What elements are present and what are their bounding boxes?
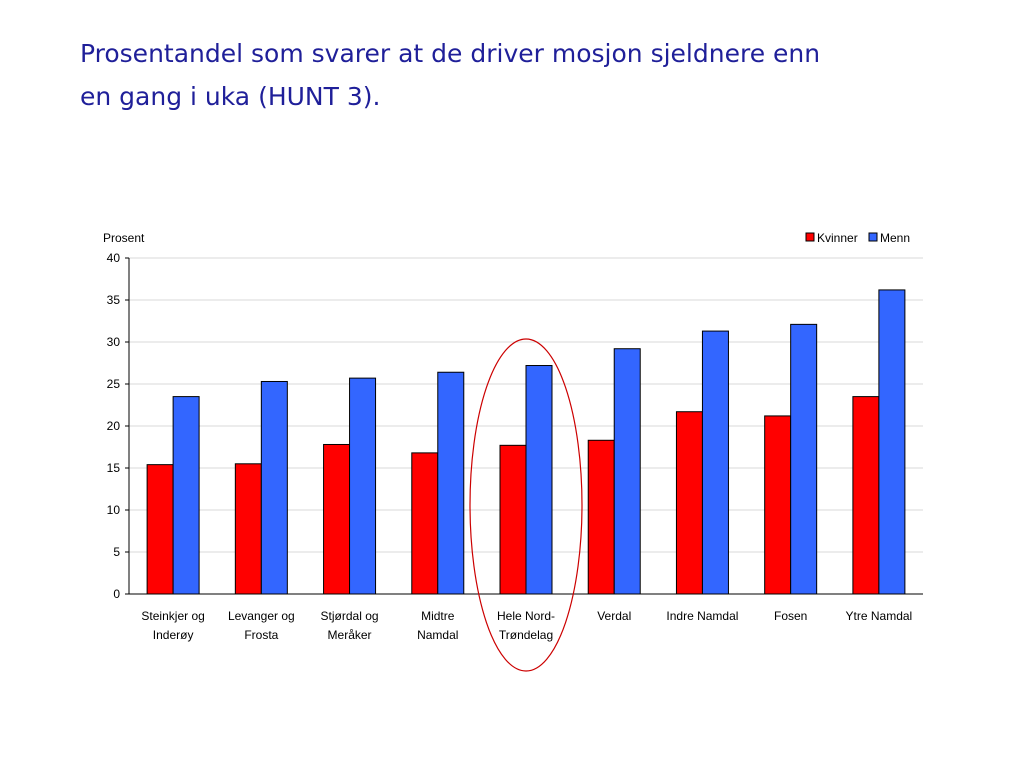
x-tick-label-line: Hele Nord- (497, 609, 555, 623)
x-tick-labels: Steinkjer og Inderøy Levanger og Frosta Stjø… (141, 609, 912, 642)
x-tick-label-line: Midtre (421, 609, 455, 623)
y-tick-labels: 0 5 10 15 20 25 30 35 40 (107, 251, 121, 601)
x-tick-label-line: Verdal (597, 609, 631, 623)
bar-menn (349, 377, 377, 595)
legend-label-kvinner: Kvinner (817, 231, 858, 245)
bar-kvinner (146, 464, 174, 595)
x-tick-label: Hele Nord- Trøndelag (497, 609, 555, 642)
bar-menn (260, 380, 288, 595)
x-tick-label-line: Indre Namdal (666, 609, 738, 623)
x-tick-label-line: Ytre Namdal (846, 609, 913, 623)
legend-label-menn: Menn (880, 231, 910, 245)
bar-menn (172, 396, 200, 595)
slide-title: Prosentandel som svarer at de driver mos… (80, 32, 960, 118)
highlight (469, 338, 583, 672)
y-tick-label: 40 (107, 251, 121, 265)
y-tick-label: 10 (107, 503, 121, 517)
x-tick-label: Ytre Namdal (846, 609, 913, 623)
bar-kvinner (852, 396, 880, 595)
legend: Kvinner Menn (805, 231, 910, 245)
x-tick-label-line: Levanger og (228, 609, 295, 623)
x-tick-label-line: Steinkjer og (141, 609, 204, 623)
bar-kvinner (323, 443, 351, 595)
highlight-ellipse (469, 338, 583, 672)
legend-swatch-kvinner (805, 232, 815, 242)
y-tick-label: 20 (107, 419, 121, 433)
y-tick-label: 35 (107, 293, 121, 307)
x-tick-label: Midtre Namdal (417, 609, 458, 642)
bars (146, 289, 906, 595)
y-axis-label: Prosent (103, 231, 145, 245)
legend-swatch-menn (868, 232, 878, 242)
x-tick-label-line: Inderøy (153, 628, 194, 642)
bar-menn (437, 371, 465, 595)
x-tick-label: Verdal (597, 609, 631, 623)
x-tick-label: Indre Namdal (666, 609, 738, 623)
x-tick-label-line: Trøndelag (499, 628, 553, 642)
x-tick-label: Steinkjer og Inderøy (141, 609, 204, 642)
bar-menn (613, 348, 641, 595)
y-tick-label: 15 (107, 461, 121, 475)
bar-kvinner (411, 452, 439, 595)
x-tick-label-line: Fosen (774, 609, 807, 623)
x-tick-label: Levanger og Frosta (228, 609, 295, 642)
bar-menn (525, 365, 553, 595)
y-tick-label: 25 (107, 377, 121, 391)
x-tick-label: Stjørdal og Meråker (321, 609, 379, 642)
bar-menn (701, 330, 729, 595)
bar-menn (878, 289, 906, 595)
title-line-2: en gang i uka (HUNT 3). (80, 82, 381, 111)
bar-menn (790, 323, 818, 595)
y-tick-label: 30 (107, 335, 121, 349)
x-tick-label-line: Frosta (244, 628, 278, 642)
x-tick-label-line: Namdal (417, 628, 458, 642)
y-tick-label: 5 (113, 545, 120, 559)
title-line-1: Prosentandel som svarer at de driver mos… (80, 39, 821, 68)
x-tick-label: Fosen (774, 609, 807, 623)
bar-kvinner (499, 444, 527, 595)
bar-kvinner (234, 463, 262, 595)
axes (128, 258, 923, 595)
bar-kvinner (675, 411, 703, 595)
x-tick-label-line: Meråker (328, 628, 372, 642)
bar-kvinner (764, 415, 792, 595)
x-tick-label-line: Stjørdal og (321, 609, 379, 623)
bar-kvinner (587, 439, 615, 595)
y-tick-label: 0 (113, 587, 120, 601)
